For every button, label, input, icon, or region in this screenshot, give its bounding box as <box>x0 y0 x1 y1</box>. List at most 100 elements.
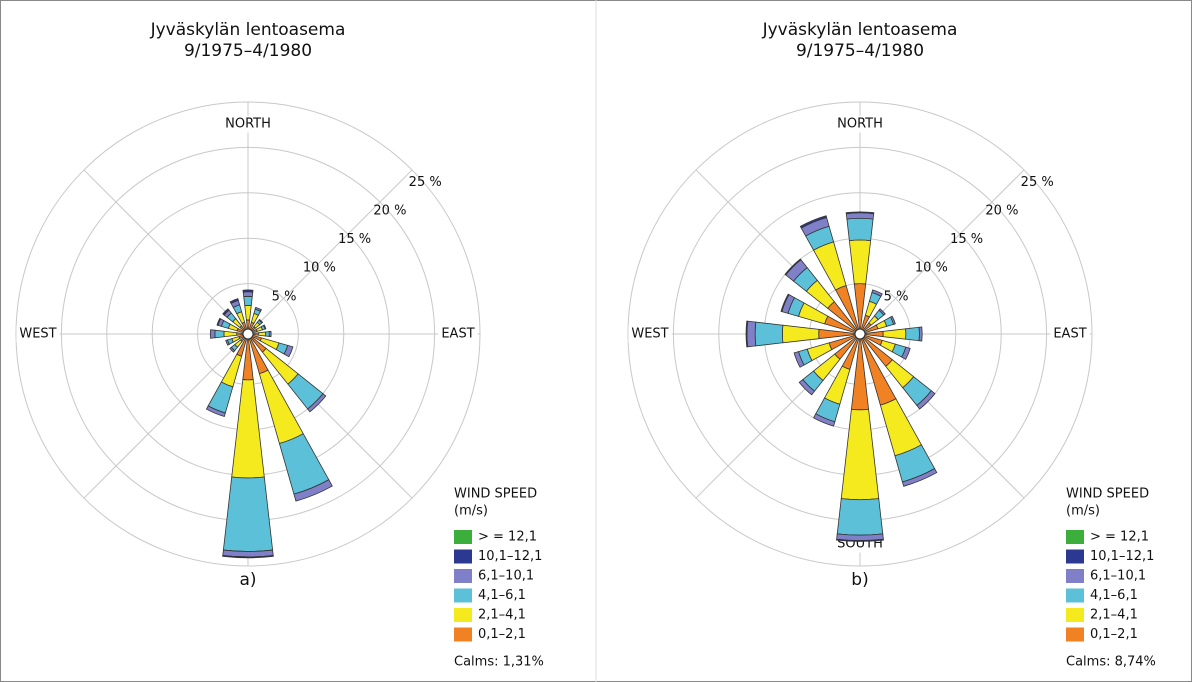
label-bg <box>222 115 274 133</box>
petal-segment <box>254 306 262 312</box>
petal-segment <box>258 318 264 324</box>
label-bg <box>438 325 478 343</box>
petal-segment <box>209 329 216 339</box>
legend-label: > = 12,1 <box>478 530 537 545</box>
petal-segment <box>265 331 270 337</box>
r-tick-label: 15 % <box>338 232 371 247</box>
legend-label: 2,1–4,1 <box>478 608 526 623</box>
spoke <box>863 169 1025 331</box>
r-tick-label: 5 % <box>884 289 909 304</box>
petal-segment <box>262 324 267 330</box>
petal-segment <box>242 289 254 293</box>
legend-swatch <box>454 588 472 603</box>
spoke <box>83 169 245 331</box>
petal-segment <box>745 320 749 348</box>
legend-swatch <box>454 530 472 544</box>
label-bg <box>834 115 886 133</box>
petal-segment <box>222 555 274 559</box>
legend-swatch <box>454 569 472 583</box>
legend-swatch <box>1066 627 1084 642</box>
petal-segment <box>229 346 236 353</box>
r-tick-label: 10 % <box>303 261 336 276</box>
petal-segment <box>225 339 230 346</box>
petal-segment <box>846 217 874 242</box>
r-tick-label: 10 % <box>915 261 948 276</box>
legend-swatch <box>1066 530 1084 544</box>
r-tick-label: 15 % <box>950 232 983 247</box>
petal-segment <box>836 538 884 542</box>
direction-label: WEST <box>631 327 668 342</box>
legend-label: 6,1–10,1 <box>1090 569 1146 584</box>
grid-ring <box>15 101 481 567</box>
legend-swatch <box>1066 588 1084 603</box>
label-bg <box>1050 325 1090 343</box>
chart-title: Jyväskylän lentoasema <box>150 20 346 40</box>
legend-label: 6,1–10,1 <box>478 569 534 584</box>
petal-segment <box>268 330 272 338</box>
r-tick-label: 5 % <box>272 289 297 304</box>
petal-segment <box>222 308 230 316</box>
petal-segment <box>916 390 936 410</box>
legend-swatch <box>1066 569 1084 583</box>
r-tick-label: 25 % <box>1021 175 1054 190</box>
r-tick-label: 25 % <box>409 175 442 190</box>
petal-segment <box>918 326 923 342</box>
petal-segment <box>229 298 239 304</box>
legend-label: 10,1–12,1 <box>478 549 542 564</box>
chart-title: Jyväskylän lentoasema <box>762 20 958 40</box>
direction-label: NORTH <box>225 117 271 132</box>
legend-label: 0,1–2,1 <box>478 627 526 642</box>
grid-ring <box>627 101 1093 567</box>
direction-label: WEST <box>19 327 56 342</box>
spoke <box>83 337 245 499</box>
chart-subtitle: 9/1975–4/1980 <box>796 41 924 61</box>
petal-segment <box>257 331 267 337</box>
petal-segment <box>798 378 816 396</box>
petal-segment <box>845 212 875 220</box>
petal-segment <box>243 295 253 307</box>
legend-label: 10,1–12,1 <box>1090 549 1154 564</box>
petal-segment <box>746 320 757 348</box>
petal-segment <box>222 476 274 552</box>
direction-label: NORTH <box>837 117 883 132</box>
legend-label: > = 12,1 <box>1090 530 1149 545</box>
petal-segment <box>245 319 251 330</box>
direction-label: EAST <box>1053 327 1086 342</box>
petal-segment <box>216 317 222 326</box>
petal-segment <box>813 413 836 427</box>
legend-label: 0,1–2,1 <box>1090 627 1138 642</box>
label-bg <box>16 325 60 343</box>
direction-label: EAST <box>441 327 474 342</box>
caption: b) <box>851 570 868 590</box>
r-tick-label: 20 % <box>985 204 1018 219</box>
legend-title: WIND SPEED <box>1066 487 1149 502</box>
petal-segment <box>901 468 938 487</box>
petal-segment <box>845 211 875 214</box>
legend-unit: (m/s) <box>1066 504 1100 519</box>
petal-segment <box>799 215 828 229</box>
petal-segment <box>242 291 254 297</box>
petal-segment <box>905 326 920 342</box>
petal-segment <box>205 405 226 417</box>
petal-segment <box>754 321 784 347</box>
spoke <box>251 169 413 331</box>
petal-segment <box>214 329 225 339</box>
legend-swatch <box>454 549 472 564</box>
legend-title: WIND SPEED <box>454 487 537 502</box>
petal-segment <box>307 393 327 413</box>
petal-segment <box>878 308 886 316</box>
label-bg <box>628 325 672 343</box>
annotation: Calms: 8,74% <box>1066 655 1156 670</box>
legend-swatch <box>454 608 472 622</box>
petal-segment <box>780 293 790 313</box>
petal-segment <box>871 289 883 297</box>
petal-segment <box>283 344 294 358</box>
petal-segment <box>784 258 802 276</box>
legend-swatch <box>454 627 472 642</box>
legend-label: 4,1–6,1 <box>1090 588 1138 603</box>
caption: a) <box>239 570 256 590</box>
legend-swatch <box>1066 549 1084 564</box>
annotation: Calms: 1,31% <box>454 655 544 670</box>
petal-segment <box>252 332 259 336</box>
legend-label: 4,1–6,1 <box>478 588 526 603</box>
